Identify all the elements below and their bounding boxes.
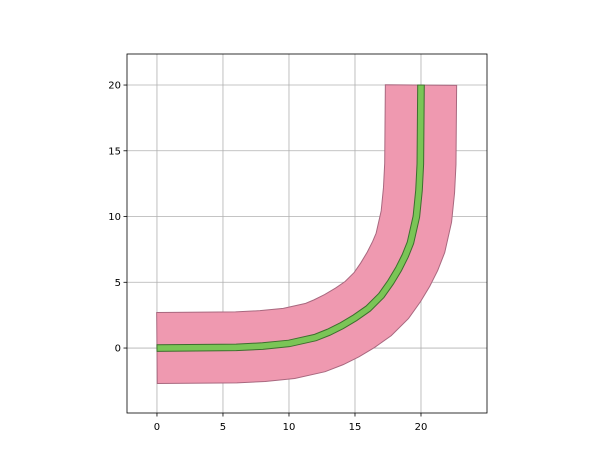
shapes xyxy=(156,84,458,385)
x-tick-label: 20 xyxy=(415,422,428,433)
x-tick-label: 10 xyxy=(283,422,296,433)
waveguide-polygon xyxy=(156,84,425,352)
y-tick-label: 15 xyxy=(108,146,121,157)
y-tick-label: 5 xyxy=(115,278,121,289)
y-tick-label: 0 xyxy=(115,344,121,355)
y-tick-label: 20 xyxy=(108,81,121,92)
y-tick-label: 10 xyxy=(108,212,121,223)
ticks: 0 5 10 15 20 0 5 10 15 20 xyxy=(108,81,427,433)
x-tick-label: 15 xyxy=(349,422,362,433)
x-tick-label: 0 xyxy=(154,422,160,433)
waveguide-polygon xyxy=(156,84,458,385)
x-tick-label: 5 xyxy=(220,422,226,433)
axes-frame xyxy=(126,53,488,414)
